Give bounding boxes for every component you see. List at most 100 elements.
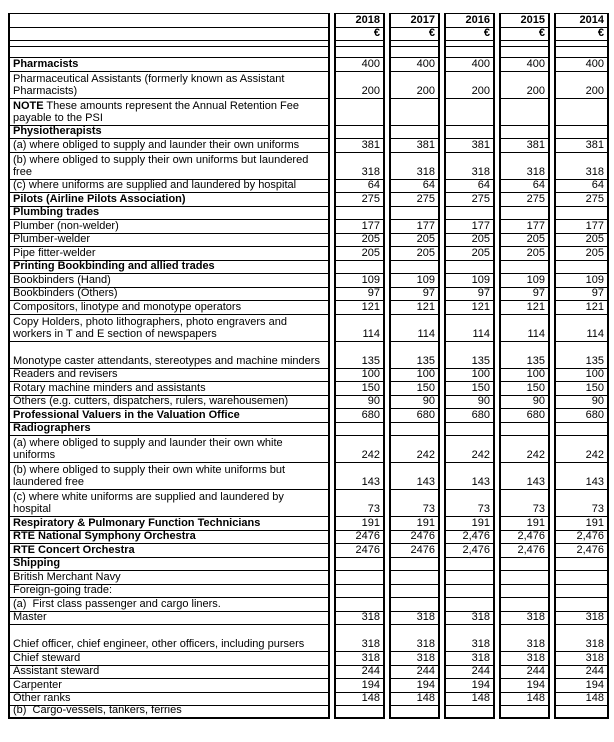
value-text: 135	[526, 354, 545, 367]
value-cell-2018: 318	[334, 151, 385, 179]
value-cell-2017	[389, 97, 440, 125]
value-text: 2017	[410, 13, 435, 26]
table-row: Copy Holders, photo lithographers, photo…	[8, 313, 609, 341]
value-cell-2015: 64	[499, 178, 550, 192]
value-cell-2014: 680	[554, 408, 609, 422]
value-cell-2016: 100	[444, 367, 495, 381]
value-text: 100	[526, 368, 545, 380]
value-cell-2016: 90	[444, 394, 495, 408]
value-text: 2,476	[576, 530, 604, 542]
value-text: 90	[367, 395, 380, 407]
value-text: 275	[361, 192, 380, 205]
value-text: 191	[471, 516, 490, 529]
value-cell-2015: 100	[499, 367, 550, 381]
value-cell-2016: 680	[444, 408, 495, 422]
value-cell-2017: 97	[389, 286, 440, 300]
value-cell-2017: 135	[389, 340, 440, 368]
table-row: (c) where uniforms are supplied and laun…	[8, 178, 609, 192]
value-cell-2015	[499, 556, 550, 570]
value-text: 143	[526, 476, 545, 488]
value-cell-2015	[499, 583, 550, 597]
value-cell-2017: 177	[389, 219, 440, 233]
value-text: 205	[471, 233, 490, 245]
value-cell-2016: 318	[444, 151, 495, 179]
value-text: 109	[416, 273, 435, 286]
value-cell-2014: 109	[554, 273, 609, 287]
row-label-cell	[8, 26, 330, 40]
value-text: 680	[416, 408, 435, 421]
value-text: 100	[471, 368, 490, 380]
value-cell-2014: 318	[554, 624, 609, 651]
value-cell-2017: 150	[389, 381, 440, 395]
value-cell-2015: 381	[499, 138, 550, 152]
value-text: 318	[416, 651, 435, 664]
value-cell-2017: 90	[389, 394, 440, 408]
value-cell-2015: 275	[499, 192, 550, 206]
value-cell-2014: 275	[554, 192, 609, 206]
value-cell-2016: 135	[444, 340, 495, 368]
fees-table: 2018 2017 2016 2015 2014 € € € € € Pharmacists 400 4…	[8, 13, 609, 719]
value-text: 73	[477, 503, 490, 515]
value-text: 64	[591, 179, 604, 191]
row-label-cell: (c) where white uniforms are supplied an…	[8, 489, 330, 516]
row-label: Carpenter	[13, 678, 62, 691]
table-row: € € € € €	[8, 26, 609, 40]
value-text: 73	[591, 503, 604, 515]
value-cell-2015: 200	[499, 70, 550, 98]
value-cell-2018: 205	[334, 246, 385, 260]
value-cell-2015: 318	[499, 151, 550, 179]
value-cell-2018: 143	[334, 462, 385, 489]
row-label-cell: Assistant steward	[8, 664, 330, 678]
row-label: British Merchant Navy	[13, 570, 121, 583]
value-text: 148	[585, 692, 604, 704]
value-cell-2015: 2,476	[499, 529, 550, 543]
value-text: 318	[361, 638, 380, 650]
value-cell-2018: 150	[334, 381, 385, 395]
value-cell-2018	[334, 205, 385, 219]
row-label-cell: RTE Concert Orchestra	[8, 543, 330, 557]
row-label-cell: (a) where obliged to supply and launder …	[8, 138, 330, 152]
table-row: Pharmacists 400 400 400 400 400	[8, 57, 609, 71]
value-cell-2015: 318	[499, 624, 550, 651]
value-cell-2017: 114	[389, 313, 440, 341]
value-cell-2016: 400	[444, 57, 495, 71]
value-text: 275	[471, 192, 490, 205]
table-row: Foreign-going trade:	[8, 583, 609, 597]
value-cell-2015: 143	[499, 462, 550, 489]
value-cell-2015: 90	[499, 394, 550, 408]
value-cell-2017: 244	[389, 664, 440, 678]
value-cell-2015	[499, 597, 550, 611]
value-cell-2014: 2014	[554, 13, 609, 27]
value-text: 2018	[355, 13, 380, 26]
value-text: 318	[471, 611, 490, 623]
row-label-cell: Pilots (Airline Pilots Association)	[8, 192, 330, 206]
value-cell-2014	[554, 205, 609, 219]
value-cell-2015	[499, 259, 550, 273]
row-label: (c) where white uniforms are supplied an…	[13, 491, 284, 515]
value-cell-2014	[554, 259, 609, 273]
value-text: 97	[591, 287, 604, 299]
value-cell-2018: 177	[334, 219, 385, 233]
value-cell-2015: 205	[499, 232, 550, 246]
table-row: Compositors, linotype and monotype opera…	[8, 300, 609, 314]
value-cell-2017	[389, 40, 440, 46]
value-cell-2018: 318	[334, 624, 385, 651]
row-label-cell	[8, 46, 330, 57]
value-cell-2015	[499, 40, 550, 46]
row-label-cell: Copy Holders, photo lithographers, photo…	[8, 313, 330, 341]
value-cell-2017	[389, 421, 440, 435]
value-text: 121	[585, 300, 604, 313]
value-text: 64	[422, 179, 435, 191]
value-text: 2015	[520, 13, 545, 26]
table-row: Respiratory & Pulmonary Function Technic…	[8, 516, 609, 530]
value-text: 318	[526, 651, 545, 664]
value-cell-2017: 143	[389, 462, 440, 489]
value-text: 191	[585, 516, 604, 529]
value-text: 205	[526, 246, 545, 259]
value-cell-2018	[334, 705, 385, 719]
row-label: (b) where obliged to supply their own wh…	[13, 464, 286, 488]
row-label: Professional Valuers in the Valuation Of…	[13, 408, 240, 421]
table-row: Carpenter 194 194 194 194 194	[8, 678, 609, 692]
row-label: Monotype caster attendants, stereotypes …	[13, 354, 320, 367]
value-cell-2017	[389, 124, 440, 138]
